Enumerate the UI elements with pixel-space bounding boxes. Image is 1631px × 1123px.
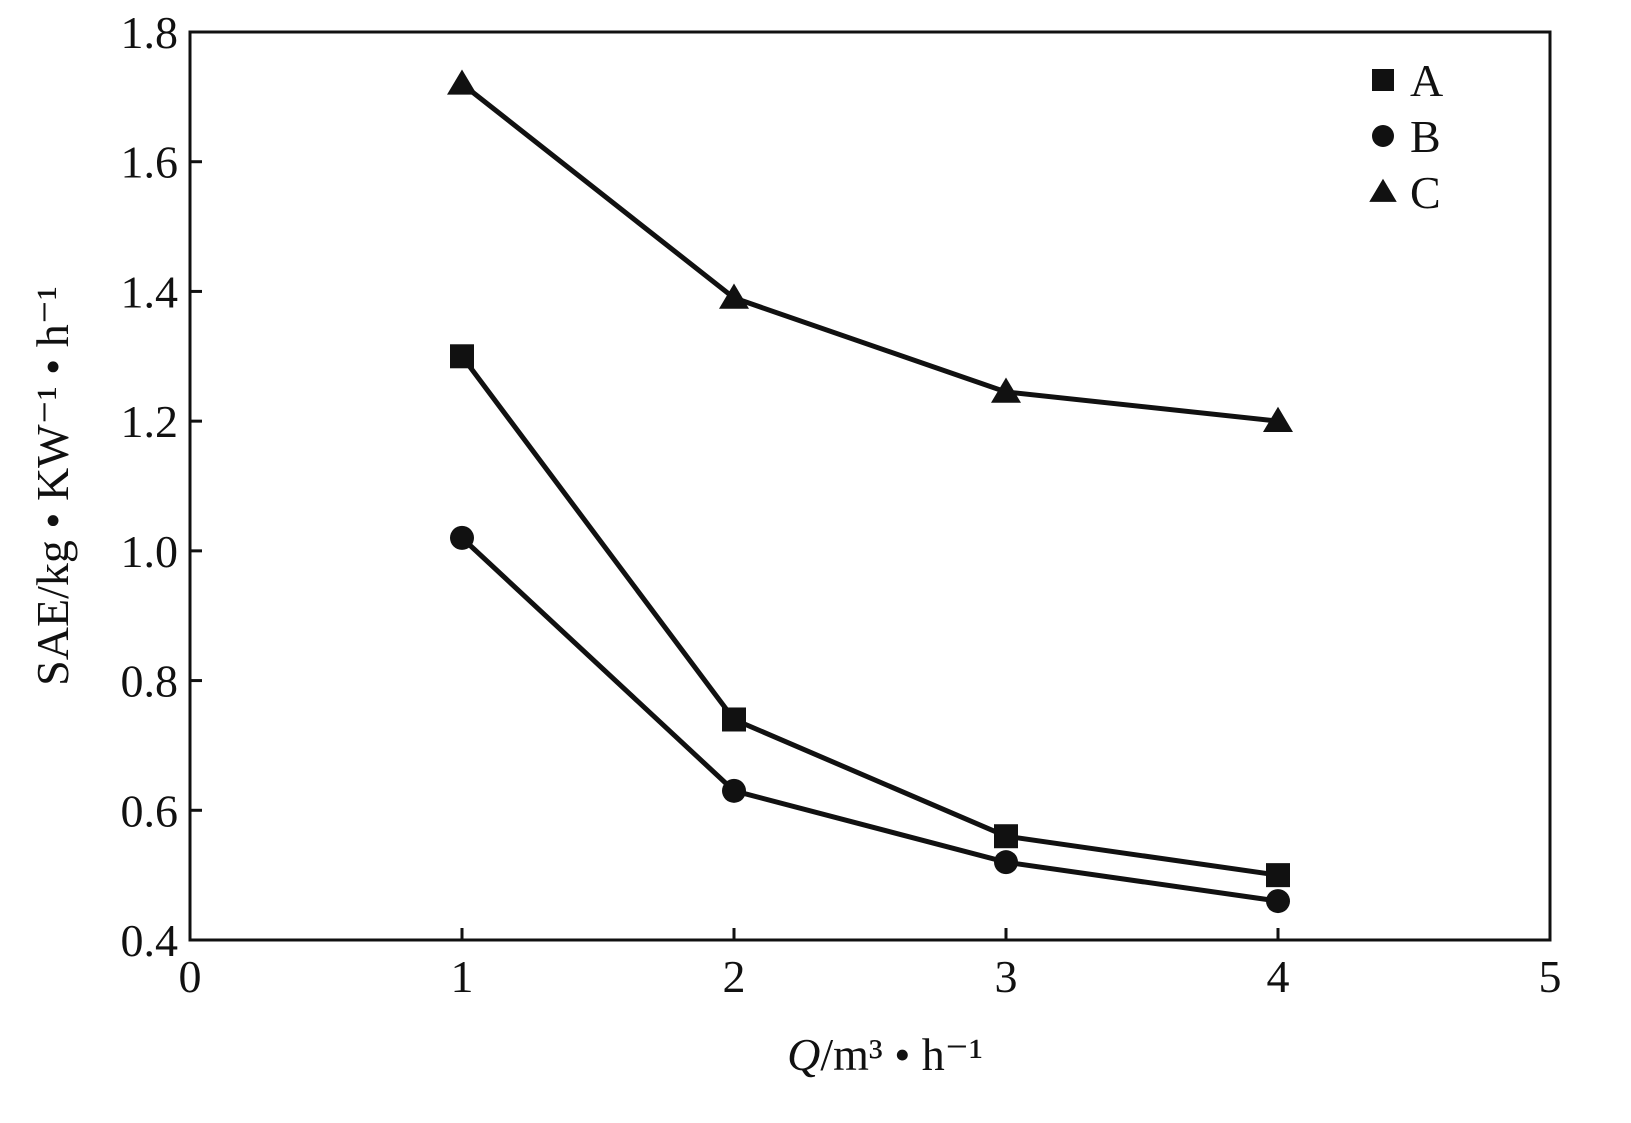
y-tick-label: 0.4 bbox=[121, 915, 179, 966]
circle-marker bbox=[1266, 889, 1290, 914]
y-tick-label: 0.6 bbox=[121, 785, 179, 836]
legend-item-A: A bbox=[1372, 55, 1443, 106]
y-tick-label: 1.2 bbox=[121, 396, 179, 447]
y-tick-label: 1.0 bbox=[121, 526, 179, 577]
square-marker bbox=[450, 344, 474, 369]
series-line bbox=[460, 536, 1279, 904]
square-marker bbox=[1372, 69, 1394, 91]
y-tick-label: 1.8 bbox=[121, 7, 179, 58]
x-tick-label: 3 bbox=[995, 951, 1018, 1002]
circle-marker bbox=[450, 525, 474, 550]
square-marker bbox=[994, 824, 1018, 849]
x-tick-label: 4 bbox=[1267, 951, 1290, 1002]
y-tick-label: 1.4 bbox=[121, 266, 179, 317]
legend-item-B: B bbox=[1372, 111, 1441, 162]
triangle-marker bbox=[991, 377, 1021, 403]
legend-label: C bbox=[1410, 167, 1441, 218]
triangle-marker bbox=[1369, 178, 1397, 202]
series-line bbox=[460, 81, 1279, 424]
series-A bbox=[450, 344, 1290, 888]
series-B bbox=[450, 525, 1290, 914]
x-tick-label: 1 bbox=[451, 951, 474, 1002]
x-tick-label: 0 bbox=[179, 951, 202, 1002]
circle-marker bbox=[722, 778, 746, 803]
series-line bbox=[459, 354, 1279, 878]
y-tick-label: 0.8 bbox=[121, 656, 179, 707]
triangle-marker bbox=[447, 69, 477, 95]
x-tick-label: 2 bbox=[723, 951, 746, 1002]
plot-frame bbox=[188, 30, 1552, 942]
x-axis-label: Q/m³ • h⁻¹ bbox=[787, 1029, 983, 1080]
y-tick-label: 1.6 bbox=[121, 137, 179, 188]
legend-label: B bbox=[1410, 111, 1441, 162]
y-axis-label: SAE/kg • KW⁻¹ • h⁻¹ bbox=[27, 286, 78, 686]
series-C bbox=[447, 69, 1293, 432]
square-marker bbox=[1266, 863, 1290, 888]
legend-label: A bbox=[1410, 55, 1443, 106]
square-marker bbox=[722, 707, 746, 732]
triangle-marker bbox=[719, 283, 749, 309]
circle-marker bbox=[1372, 125, 1394, 147]
legend-item-C: C bbox=[1369, 167, 1441, 218]
triangle-marker bbox=[1263, 406, 1293, 432]
circle-marker bbox=[994, 850, 1018, 875]
x-tick-label: 5 bbox=[1539, 951, 1562, 1002]
